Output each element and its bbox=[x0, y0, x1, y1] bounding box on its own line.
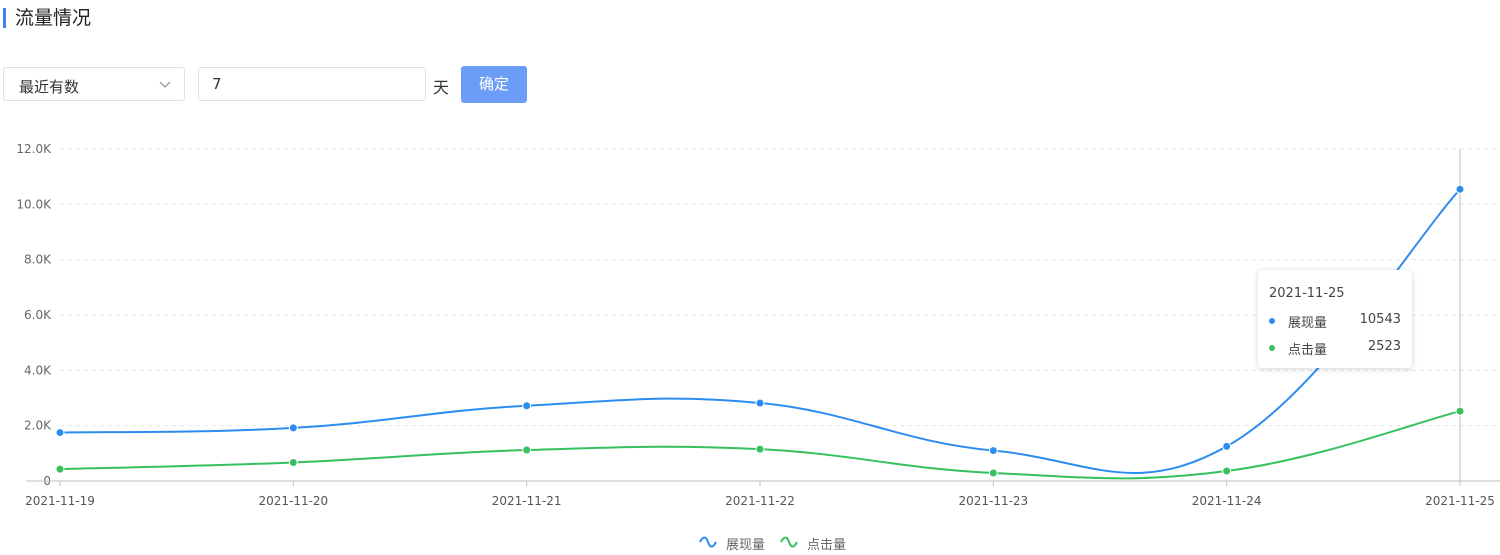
wave-line-icon bbox=[780, 536, 798, 548]
x-tick-label: 2021-11-22 bbox=[725, 494, 795, 508]
tooltip-row: 点击量 2523 bbox=[1269, 339, 1401, 358]
x-tick-label: 2021-11-21 bbox=[492, 494, 562, 508]
tooltip-series-name: 展现量 bbox=[1288, 316, 1328, 331]
data-point bbox=[755, 398, 765, 408]
x-tick-label: 2021-11-20 bbox=[258, 494, 328, 508]
chart-tooltip: 2021-11-25 展现量 10543 点击量 2523 bbox=[1258, 270, 1412, 368]
chevron-down-icon bbox=[159, 81, 171, 88]
y-tick-label: 4.0K bbox=[24, 363, 52, 377]
tooltip-series-dot bbox=[1269, 345, 1275, 351]
data-point bbox=[288, 457, 298, 467]
range-select[interactable]: 最近有数 bbox=[3, 67, 185, 101]
confirm-button[interactable]: 确定 bbox=[461, 66, 527, 103]
data-point bbox=[988, 446, 998, 456]
page-title: 流量情况 bbox=[15, 7, 92, 29]
tooltip-series-dot bbox=[1269, 318, 1275, 324]
legend-label: 点击量 bbox=[807, 538, 847, 553]
data-point bbox=[55, 464, 65, 474]
x-tick-label: 2021-11-25 bbox=[1425, 494, 1495, 508]
chart-legend: 展现量 点击量 bbox=[0, 533, 1500, 553]
data-point bbox=[522, 401, 532, 411]
data-point bbox=[988, 468, 998, 478]
x-tick-label: 2021-11-24 bbox=[1192, 494, 1262, 508]
data-point bbox=[1222, 441, 1232, 451]
wave-line-icon bbox=[699, 536, 717, 548]
days-input[interactable]: 7 bbox=[198, 67, 426, 101]
data-point bbox=[288, 423, 298, 433]
tooltip-series-value: 2523 bbox=[1367, 339, 1401, 354]
tooltip-series-value: 10543 bbox=[1359, 312, 1401, 327]
data-point bbox=[55, 428, 65, 438]
tooltip-row: 展现量 10543 bbox=[1269, 312, 1401, 331]
data-point bbox=[1222, 466, 1232, 476]
y-tick-label: 12.0K bbox=[16, 142, 52, 156]
x-tick-label: 2021-11-19 bbox=[25, 494, 95, 508]
data-point bbox=[522, 445, 532, 455]
legend-label: 展现量 bbox=[726, 538, 766, 553]
days-unit-label: 天 bbox=[433, 78, 450, 97]
data-point bbox=[1455, 184, 1465, 194]
tooltip-title: 2021-11-25 bbox=[1269, 286, 1345, 301]
series-line bbox=[59, 188, 1461, 474]
x-tick-label: 2021-11-23 bbox=[958, 494, 1028, 508]
tooltip-series-name: 点击量 bbox=[1288, 343, 1328, 358]
title-accent-bar bbox=[3, 8, 6, 28]
y-tick-label: 2.0K bbox=[24, 419, 52, 433]
y-tick-label: 6.0K bbox=[24, 308, 52, 322]
data-point bbox=[1455, 406, 1465, 416]
y-tick-label: 8.0K bbox=[24, 253, 52, 267]
y-tick-label: 10.0K bbox=[16, 197, 52, 211]
range-select-value: 最近有数 bbox=[19, 78, 80, 96]
data-point bbox=[755, 444, 765, 454]
